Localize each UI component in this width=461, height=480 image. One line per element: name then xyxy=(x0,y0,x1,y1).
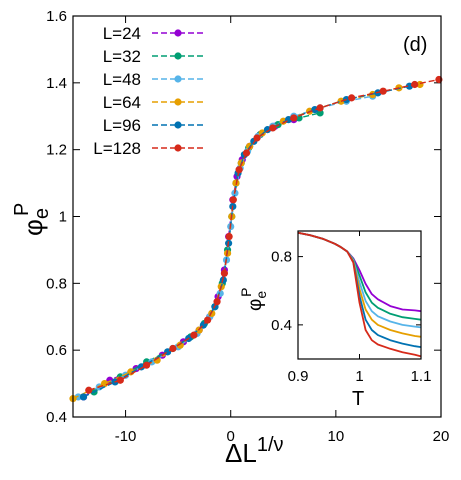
inset-x-tick-label: 0.9 xyxy=(288,368,309,385)
data-point xyxy=(116,376,124,384)
data-point xyxy=(229,196,237,204)
inset-axis-ticks: 0.9 1 1.1 0.4 0.8 xyxy=(271,231,431,385)
legend-swatch-marker xyxy=(174,121,182,129)
data-point xyxy=(348,94,356,102)
main-plot: -10 0 10 200.40.60.811.21.41.6 (d) ΔL1/ν φe… xyxy=(11,8,449,468)
legend-label: L=96 xyxy=(103,116,141,135)
data-point xyxy=(290,114,298,122)
x-tick-label: 20 xyxy=(433,428,450,445)
inset-y-axis-label-sub: e xyxy=(253,291,269,299)
y-tick-label: 0.8 xyxy=(46,275,67,292)
data-point xyxy=(203,316,212,324)
x-axis-label: ΔL1/ν xyxy=(225,434,284,468)
inset-y-axis-label-sup: P xyxy=(238,288,254,297)
legend-swatch-marker xyxy=(174,52,182,60)
y-tick-label: 1 xyxy=(59,209,67,226)
inset-series-group xyxy=(297,231,422,358)
inset-plot-frame xyxy=(297,230,422,360)
data-point xyxy=(85,386,93,394)
x-tick-label: 0 xyxy=(227,428,235,445)
inset-x-axis-label: T xyxy=(352,388,364,410)
data-point xyxy=(190,331,198,339)
data-point xyxy=(213,298,221,306)
legend-label: L=64 xyxy=(103,93,141,112)
data-point xyxy=(143,361,151,369)
data-point xyxy=(235,166,243,174)
legend-label: L=128 xyxy=(93,139,141,158)
data-point xyxy=(220,269,229,277)
main-plot-frame xyxy=(72,15,442,418)
inset-plot: 0.9 1 1.1 0.4 0.8 T φeP xyxy=(238,230,431,410)
y-tick-label: 1.4 xyxy=(46,75,67,92)
legend-label: L=48 xyxy=(103,70,141,89)
legend-swatch-marker xyxy=(174,29,182,37)
legend-swatch-marker xyxy=(174,98,182,106)
legend: L=24 L=32 L=48 L=64 L=96 L=128 xyxy=(93,24,204,158)
data-point xyxy=(242,149,251,157)
legend-label: L=24 xyxy=(103,24,141,43)
x-axis-label-base: ΔL xyxy=(225,438,257,468)
data-point xyxy=(225,232,233,241)
data-point xyxy=(379,87,387,95)
y-tick-label: 1.2 xyxy=(46,142,67,159)
y-tick-label: 0.4 xyxy=(46,409,67,426)
inset-x-tick-label: 1 xyxy=(355,368,363,385)
data-point xyxy=(316,104,324,112)
inset-y-axis-label-base: φ xyxy=(245,299,266,311)
y-axis-label: φeP xyxy=(11,203,53,236)
x-tick-label: -10 xyxy=(115,428,137,445)
inset-x-tick-label: 1.1 xyxy=(411,368,432,385)
inset-y-axis-label: φeP xyxy=(238,288,269,311)
main-series-group xyxy=(69,75,443,403)
legend-swatch-marker xyxy=(174,75,182,83)
data-point xyxy=(253,134,261,142)
main-axis-ticks: -10 0 10 20 0.4 0.6 0.8 1 1.2 1.4 1.6 xyxy=(46,8,449,445)
data-point xyxy=(411,80,419,89)
inset-series-line xyxy=(297,231,422,358)
series-l-128 xyxy=(85,75,443,394)
data-point xyxy=(169,344,177,353)
data-point xyxy=(316,109,324,117)
legend-label: L=32 xyxy=(103,47,141,66)
y-tick-label: 0.6 xyxy=(46,342,67,359)
x-tick-label: 10 xyxy=(328,428,345,445)
y-axis-label-base: φ xyxy=(18,219,48,236)
series-line xyxy=(88,78,440,391)
y-axis-label-sub: e xyxy=(31,208,53,219)
inset-y-tick-label: 0.8 xyxy=(271,249,292,266)
legend-swatch-marker xyxy=(174,144,182,152)
data-point xyxy=(79,393,88,401)
inset-y-tick-label: 0.4 xyxy=(271,317,292,334)
y-tick-label: 1.6 xyxy=(46,8,67,25)
data-point xyxy=(269,124,277,132)
x-axis-label-sup: 1/ν xyxy=(257,434,284,456)
panel-label: (d) xyxy=(403,34,427,56)
y-axis-label-sup: P xyxy=(11,203,33,216)
